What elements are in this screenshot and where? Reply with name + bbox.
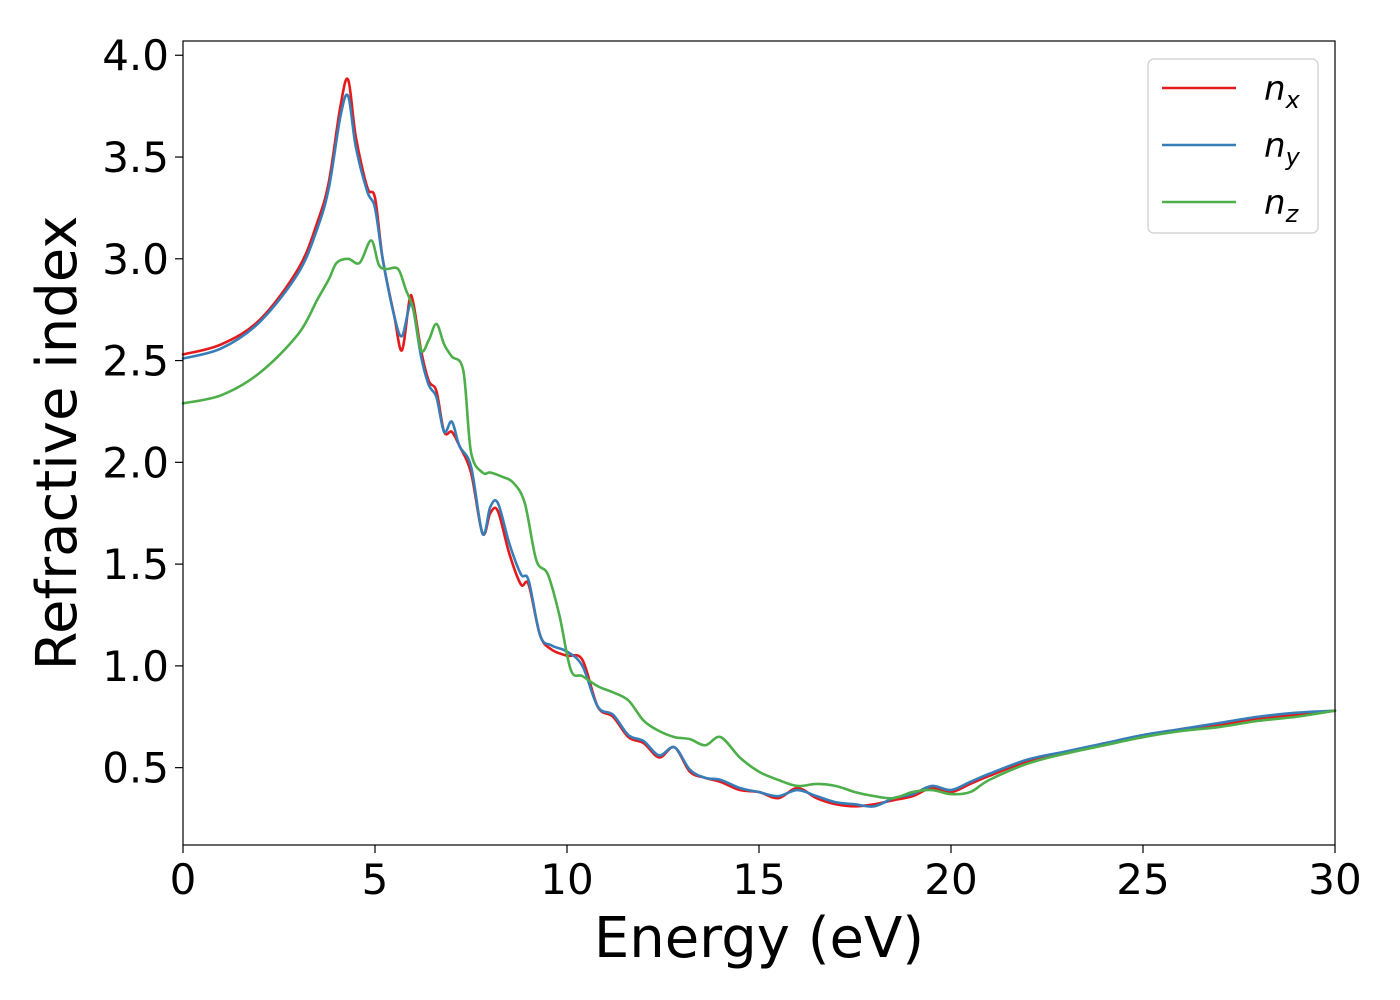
x-tick-label: 15 [732, 855, 785, 904]
x-tick-label: 0 [170, 855, 197, 904]
x-tick-label: 5 [362, 855, 389, 904]
legend-label-z: nz [1264, 183, 1300, 228]
y-tick-label: 3.5 [102, 133, 169, 182]
x-tick-label: 20 [924, 855, 977, 904]
y-tick-label: 1.0 [102, 642, 169, 691]
y-tick-label: 0.5 [102, 744, 169, 793]
legend: nx ny nz [1147, 58, 1319, 234]
y-axis-title: Refractive index [25, 216, 90, 671]
x-tick-label: 10 [540, 855, 593, 904]
x-axis-ticks: 0 5 10 15 20 25 30 [170, 845, 1362, 904]
series-line-y [181, 93, 1337, 808]
x-tick-label: 25 [1116, 855, 1169, 904]
x-tick-label: 30 [1308, 855, 1361, 904]
series-line-z [181, 239, 1337, 800]
y-tick-label: 4.0 [102, 31, 169, 80]
x-axis-title: Energy (eV) [594, 906, 924, 971]
y-tick-label: 2.0 [102, 438, 169, 487]
y-axis-ticks: 0.5 1.0 1.5 2.0 2.5 3.0 3.5 4.0 [102, 31, 183, 793]
legend-label-y: ny [1264, 126, 1301, 171]
y-tick-label: 2.5 [102, 337, 169, 386]
y-tick-label: 3.0 [102, 235, 169, 284]
series-lines [181, 77, 1337, 808]
y-tick-label: 1.5 [102, 540, 169, 589]
legend-label-x: nx [1264, 69, 1301, 114]
